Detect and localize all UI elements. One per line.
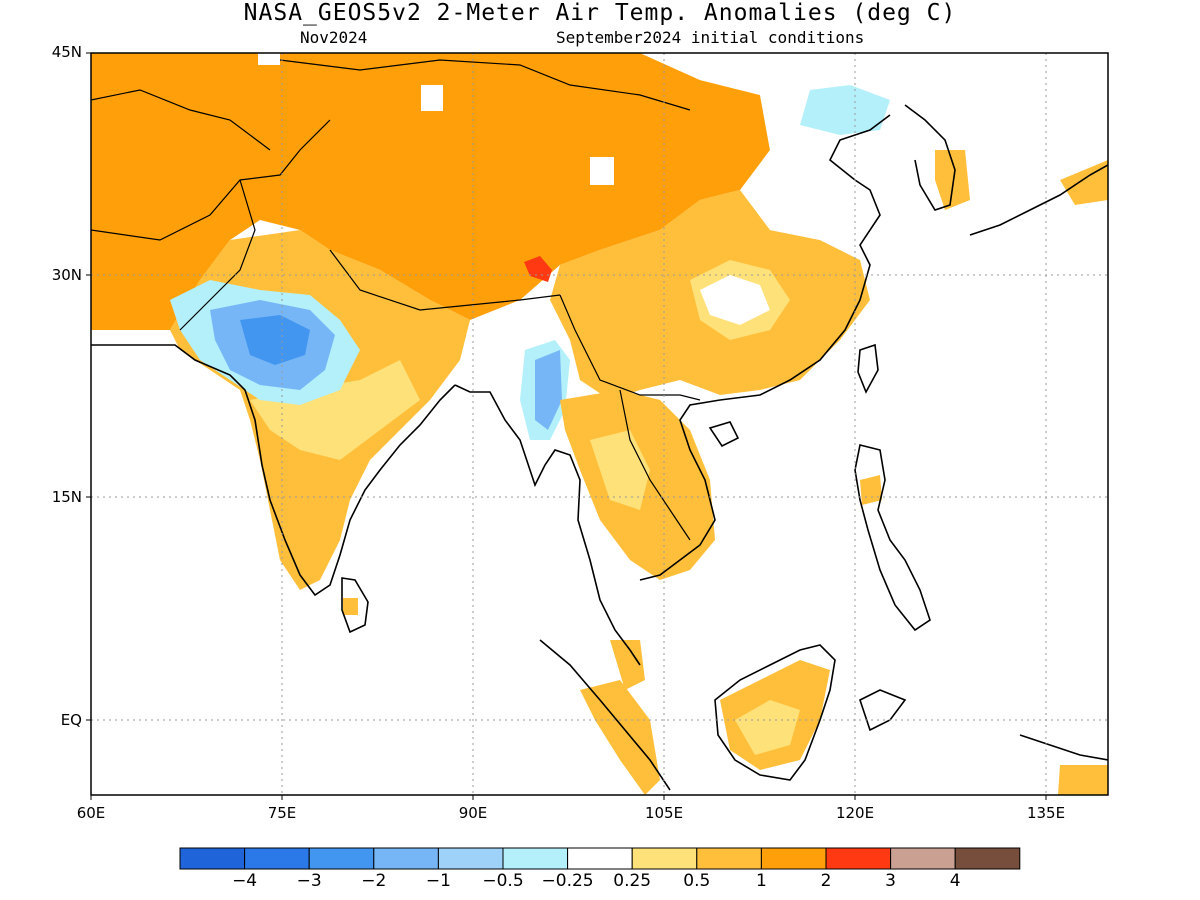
anomaly-region-korea-warm [935,150,970,210]
anomaly-region-malaysia [610,640,645,690]
neutral-spot [590,157,614,185]
grid [91,53,1108,795]
lat-label-30n: 30N [51,266,82,284]
border [91,89,271,151]
colorbar-label: 4 [949,871,961,891]
coastline-sri-lanka [341,577,369,634]
anomaly-region-sri-lanka [343,598,358,615]
anomaly-field [91,53,1108,795]
neutral-spot [258,53,280,65]
coastline-new-guinea [1019,734,1108,761]
anomaly-region-neutral-china [700,275,770,325]
border [179,179,256,331]
anomaly-region-new-guinea [1058,765,1108,795]
forecast-month: Nov2024 [300,28,368,47]
colorbar-label: −0.25 [541,871,594,891]
coastline-philippines [854,444,931,632]
coastline-taiwan [857,343,879,394]
colorbar-label: 3 [885,871,896,891]
border [329,249,561,311]
colorbar-label: −1 [425,871,451,891]
anomaly-region-nw-india-colder [240,315,310,365]
chart-title: NASA_GEOS5v2 2-Meter Air Temp. Anomalies… [243,0,957,26]
anomaly-region-ne-china-neutral [640,53,1108,260]
anomaly-region-borneo-pale [735,700,800,755]
anomaly-region-1-2 [91,53,770,330]
lon-label-105e: 105E [644,804,684,822]
anomaly-region-india-pale [250,360,420,460]
border [559,294,701,401]
anomaly-region-philippines [860,475,882,505]
lon-label-120e: 120E [835,804,875,822]
plot-frame [90,52,1109,796]
colorbar-label: 0.25 [613,871,652,891]
colorbar-label: 2 [820,871,832,891]
anomaly-region-sumatra [580,680,660,795]
coastline-hainan [708,421,740,448]
border [619,389,691,541]
lat-label-45n: 45N [51,43,82,61]
lat-label-15n: 15N [51,488,82,506]
anomaly-region-myanmar-cold [535,350,562,430]
lat-label-eq: EQ [60,711,82,729]
coastline-indochina [639,114,891,581]
colorbar-label: −2 [361,871,387,891]
coastline-india [91,344,456,597]
neutral-spot [421,85,443,111]
initial-conditions: September2024 initial conditions [556,28,865,47]
coastline-bangladesh-myanmar [454,384,641,666]
colorbar-label: −3 [296,871,322,891]
colorbar-label: 0.5 [683,871,711,891]
axis-ticks [86,52,1047,800]
coastline-korea [904,104,956,211]
coastline-borneo [714,644,836,781]
border [279,59,691,111]
colorbar-label: −0.5 [482,871,524,891]
colorbar-label: −4 [232,871,258,891]
lon-label-135e: 135E [1026,804,1066,822]
country-borders [91,59,701,541]
lon-label-75e: 75E [267,804,297,822]
anomaly-region-ne-china-cool [800,85,890,135]
coastline-sulawesi [859,689,907,732]
coastline-sumatra [539,639,671,791]
colorbar-label: 1 [755,871,767,891]
lon-label-60e: 60E [76,804,106,822]
coastlines [91,104,1108,791]
lon-label-90e: 90E [458,804,488,822]
coastline-japan [969,164,1108,236]
